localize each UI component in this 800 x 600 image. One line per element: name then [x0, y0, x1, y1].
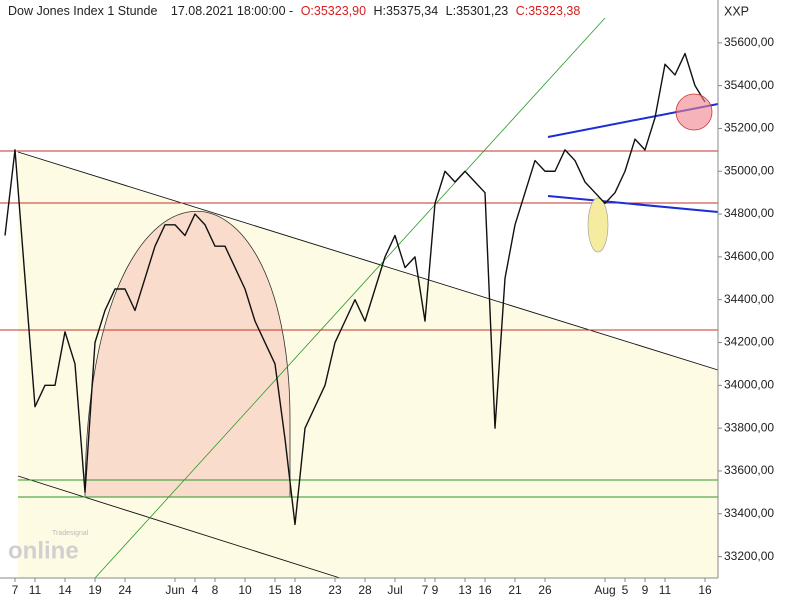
y-tick-label: 34000,00: [724, 378, 774, 392]
y-tick-label: 35000,00: [724, 163, 774, 177]
trend-line: [547, 195, 719, 213]
plot: [4, 52, 706, 526]
y-tick-label: 34800,00: [724, 206, 774, 220]
x-tick-label: 4: [192, 583, 199, 597]
x-tick-label: 21: [508, 583, 522, 597]
x-tick-label: 15: [268, 583, 282, 597]
x-tick-label: 7: [422, 583, 429, 597]
x-tick-label: 13: [458, 583, 472, 597]
rounding-arc: [84, 210, 291, 498]
x-tick-label: 24: [118, 583, 132, 597]
x-tick-label: 28: [358, 583, 372, 597]
highlight-ellipse: [587, 197, 609, 253]
y-tick-label: 35600,00: [724, 35, 774, 49]
high-label: H:35375,34: [374, 4, 439, 18]
highlight-circle: [675, 93, 713, 131]
y-tick-label: 34600,00: [724, 249, 774, 263]
x-tick-label: 14: [58, 583, 72, 597]
price-line: [4, 52, 706, 526]
trend-line: [17, 475, 341, 579]
timestamp: 17.08.2021 18:00:00 -: [171, 4, 293, 18]
watermark-brand: Tradesignal: [52, 530, 89, 537]
y-tick-label: 34200,00: [724, 335, 774, 349]
symbol: XXP: [724, 4, 749, 18]
x-tick-label: 16: [478, 583, 492, 597]
x-tick-label: 19: [88, 583, 102, 597]
x-tick-label: Jul: [387, 583, 402, 597]
x-tick-label: 11: [659, 583, 672, 597]
trend-line: [94, 17, 606, 579]
x-tick-label: Jun: [165, 583, 184, 597]
axes: 33200,00 33400,00 33600,00 33800,00 34000,00…: [12, 35, 775, 597]
open-label: O:35323,90: [301, 4, 366, 18]
y-tick-label: 33400,00: [724, 506, 774, 520]
y-tick-label: 35400,00: [724, 78, 774, 92]
chart-title: Dow Jones Index 1 Stunde: [8, 4, 157, 18]
trend-line: [17, 151, 719, 371]
y-tick-label: 33600,00: [724, 463, 774, 477]
close-label: C:35323,38: [516, 4, 581, 18]
y-tick-label: 34400,00: [724, 292, 774, 306]
low-label: L:35301,23: [446, 4, 509, 18]
x-tick-label: 23: [328, 583, 342, 597]
y-tick-label: 33800,00: [724, 420, 774, 434]
y-tick-label: 35200,00: [724, 121, 774, 135]
x-tick-label: Aug: [594, 583, 615, 597]
y-tick-label: 33200,00: [724, 549, 774, 563]
watermark-product: online: [8, 537, 79, 564]
x-tick-label: 11: [29, 583, 42, 597]
x-tick-label: 10: [238, 583, 252, 597]
x-tick-label: 5: [622, 583, 629, 597]
x-tick-label: 8: [212, 583, 219, 597]
x-tick-label: 9: [432, 583, 439, 597]
x-tick-label: 9: [642, 583, 649, 597]
x-tick-label: 7: [12, 583, 19, 597]
x-tick-label: 26: [538, 583, 552, 597]
x-tick-label: 16: [698, 583, 712, 597]
header: Dow Jones Index 1 Stunde 17.08.2021 18:0…: [8, 4, 580, 18]
x-tick-label: 18: [288, 583, 302, 597]
